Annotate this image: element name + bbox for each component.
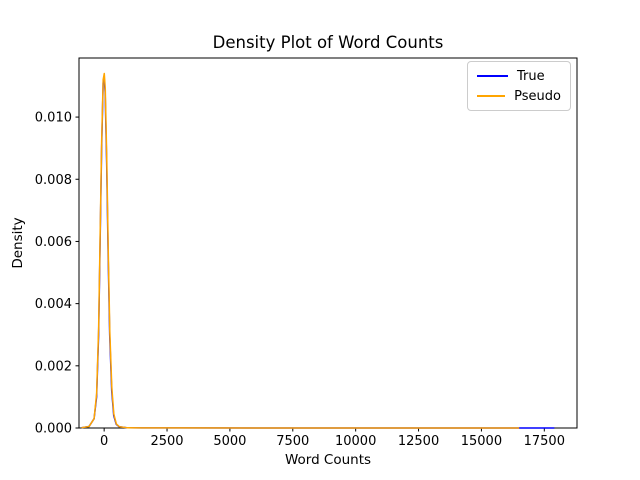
y-tick-label: 0.006 (35, 235, 72, 250)
true-series-line (81, 75, 555, 429)
y-tick-label: 0.000 (35, 422, 72, 437)
y-tick-label: 0.004 (35, 297, 72, 312)
x-tick-label: 0 (100, 434, 108, 449)
pseudo-series-line (81, 72, 520, 429)
y-tick-label: 0.010 (35, 111, 72, 126)
legend-label-true: True (517, 68, 545, 84)
x-tick-label: 2500 (150, 434, 183, 449)
x-axis-label: Word Counts (284, 452, 372, 468)
y-tick-label: 0.008 (35, 173, 72, 188)
legend: True Pseudo (467, 61, 571, 111)
legend-item-true: True (477, 66, 561, 86)
legend-label-pseudo: Pseudo (514, 88, 561, 104)
x-tick-label: 12500 (398, 434, 439, 449)
x-tick-label: 5000 (213, 434, 246, 449)
x-tick-label: 15000 (461, 434, 502, 449)
axes-spines (78, 57, 578, 429)
y-axis-label: Density (10, 217, 26, 269)
legend-item-pseudo: Pseudo (477, 86, 561, 106)
x-tick-label: 17500 (524, 434, 565, 449)
pseudo-line-swatch (477, 95, 506, 97)
x-tick-label: 10000 (335, 434, 376, 449)
true-line-swatch (477, 75, 508, 77)
chart-title: Density Plot of Word Counts (212, 33, 444, 52)
x-tick-label: 7500 (276, 434, 309, 449)
y-tick-label: 0.002 (35, 359, 72, 374)
